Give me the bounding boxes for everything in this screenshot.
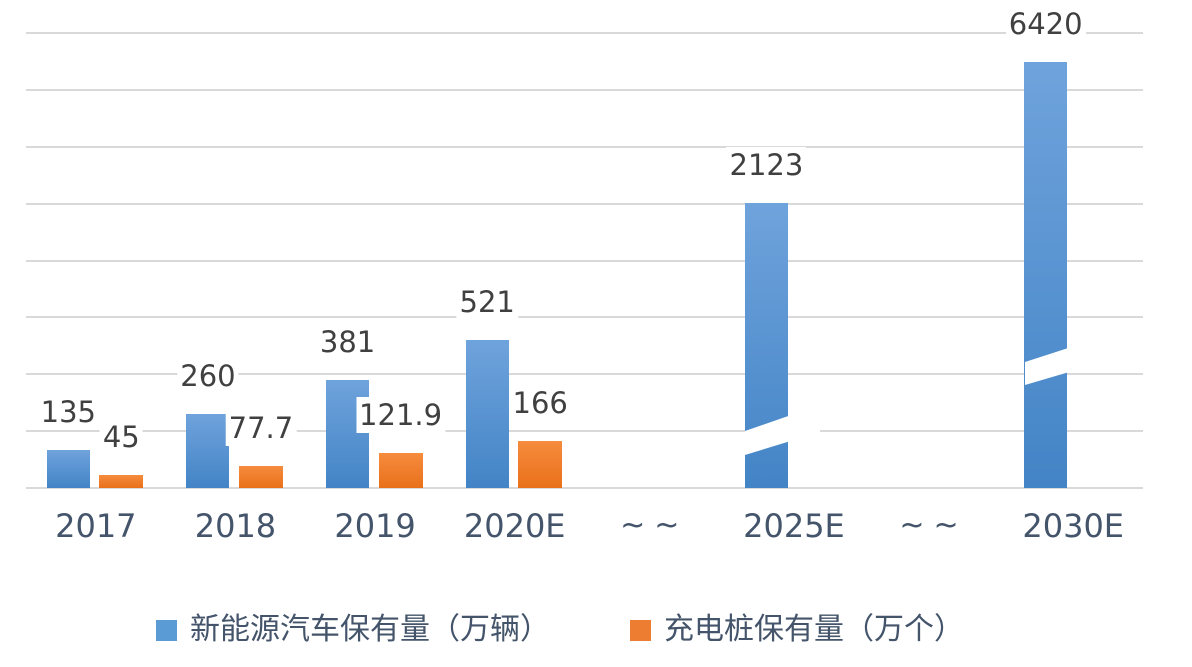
data-label-series2-2018: 77.7: [225, 409, 297, 446]
gridline: [26, 316, 1143, 319]
data-label-series1-2018: 260: [177, 358, 239, 395]
data-label-series2-2017: 45: [99, 419, 143, 456]
x-axis-label-2025E: 2025E: [743, 507, 845, 545]
legend-item-series2: 充电桩保有量（万个）: [630, 612, 964, 648]
bar-series1-2017: [46, 449, 90, 488]
bar-series1-2018: [186, 414, 230, 488]
data-label-series1-2017: 135: [37, 393, 99, 430]
x-axis-label-2018: 2018: [194, 507, 277, 545]
gridline: [26, 88, 1143, 91]
data-label-series1-2025E: 2123: [726, 147, 807, 183]
legend-item-series1: 新能源汽车保有量（万辆）: [156, 612, 550, 648]
legend-label-series1: 新能源汽车保有量（万辆）: [190, 612, 550, 647]
bar-series2-2020E: [518, 440, 563, 488]
bar-series2-2019: [378, 453, 423, 488]
gridline: [26, 259, 1143, 262]
legend-swatch-series2: [630, 619, 651, 641]
axis-break-label: ~~: [620, 508, 689, 543]
gridline: [26, 202, 1143, 205]
bar-series2-2017: [99, 475, 144, 488]
legend-swatch-series1: [156, 619, 177, 641]
bar-series1-2019: [326, 379, 370, 488]
x-axis-label-2030E: 2030E: [1022, 507, 1125, 545]
axis-break-label: ~~: [899, 508, 968, 543]
data-label-series1-2030E: 6420: [1005, 6, 1086, 42]
gridline: [26, 145, 1143, 148]
bar-series1-2020E: [465, 339, 509, 488]
data-label-series2-2020E: 166: [509, 384, 571, 421]
data-label-series1-2020E: 521: [456, 283, 518, 320]
data-label-series2-2019: 121.9: [356, 397, 446, 434]
x-axis-label-2019: 2019: [334, 507, 416, 545]
x-axis-label-2020E: 2020E: [463, 507, 566, 545]
gridline: [26, 487, 1143, 489]
bar-series1-2030E: [1024, 62, 1068, 488]
data-label-series1-2019: 381: [316, 323, 379, 360]
bar-series2-2018: [238, 465, 283, 488]
x-axis-label-2017: 2017: [55, 507, 137, 545]
legend-label-series2: 充电桩保有量（万个）: [664, 612, 964, 647]
gridline: [26, 373, 1143, 376]
gridline: [26, 430, 1143, 433]
gridline: [26, 32, 1143, 34]
